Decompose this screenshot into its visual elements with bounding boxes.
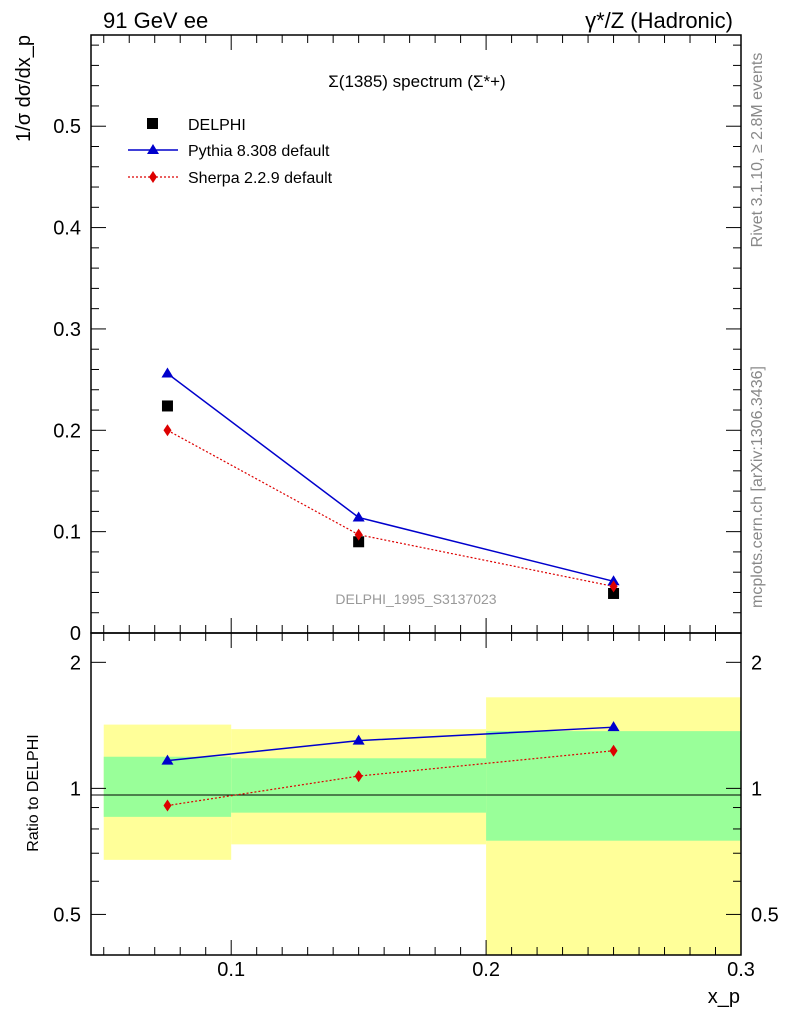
sherpa-ratio-point xyxy=(354,770,363,783)
header-left: 91 GeV ee xyxy=(103,8,208,33)
bottom-panel xyxy=(90,632,742,956)
pythia-ratio-point xyxy=(161,754,174,765)
bottom-ytick-label-right: 0.5 xyxy=(751,904,779,926)
top-ytick-label: 0.2 xyxy=(53,420,81,442)
sherpa-line xyxy=(167,429,614,587)
axes-ticks: 0.1 0.2 0.3 0.4 0.5 0 0.1 0.2 0.3 0.5 0.5 1 1 2 2 xyxy=(53,35,779,981)
delphi-point xyxy=(353,536,365,548)
top-ylabel: 1/σ dσ/dx_p xyxy=(13,35,35,142)
pythia-ratio-point xyxy=(607,721,620,732)
legend-label-delphi: DELPHI xyxy=(188,117,246,134)
sherpa-ratio-point xyxy=(163,799,172,812)
delphi-point xyxy=(608,587,620,599)
top-ytick-label: 0.3 xyxy=(53,319,81,341)
xlabel: x_p xyxy=(708,986,740,1008)
xtick-label: 0.3 xyxy=(727,959,755,981)
inner-band xyxy=(231,758,487,813)
uncertainty-bands xyxy=(103,697,741,955)
header-right: γ*/Z (Hadronic) xyxy=(585,8,733,33)
sherpa-point xyxy=(354,528,363,541)
top-marks xyxy=(161,367,620,599)
legend-marker-sherpa xyxy=(149,171,157,183)
sherpa-point xyxy=(163,424,172,437)
top-ytick-label: 0.4 xyxy=(53,218,81,240)
xtick-label: 0.2 xyxy=(472,959,500,981)
bottom-ytick-label-right: 1 xyxy=(751,778,762,800)
pythia-point xyxy=(352,511,365,522)
pythia-ratio-point xyxy=(352,734,365,745)
pythia-point xyxy=(607,575,620,586)
pythia-point xyxy=(161,367,174,378)
mcplots-label: mcplots.cern.ch [arXiv:1306.3436] xyxy=(749,366,766,608)
xtick-label: 0.1 xyxy=(217,959,245,981)
watermark: DELPHI_1995_S3137023 xyxy=(335,591,496,607)
bottom-ylabel: Ratio to DELPHI xyxy=(25,734,42,851)
bottom-ytick-label: 1 xyxy=(70,778,81,800)
rivet-label: Rivet 3.1.10, ≥ 2.8M events xyxy=(749,53,766,248)
delphi-point xyxy=(161,400,173,412)
legend-marker-delphi xyxy=(147,118,158,129)
chart-title: Σ(1385) spectrum (Σ*+) xyxy=(328,72,505,91)
bottom-ytick-label: 2 xyxy=(70,652,81,674)
top-ytick-label: 0.5 xyxy=(53,116,81,138)
legend-marker-pythia xyxy=(147,144,159,154)
sherpa-ratio-point xyxy=(609,744,618,757)
bottom-frame xyxy=(90,632,742,956)
top-ytick-label: 0.1 xyxy=(53,522,81,544)
sherpa-point xyxy=(609,580,618,593)
bottom-ytick-label: 0.5 xyxy=(53,904,81,926)
legend-label-sherpa: Sherpa 2.2.9 default xyxy=(188,170,333,187)
pythia-line xyxy=(167,372,614,583)
ratio-marks xyxy=(161,721,620,812)
bottom-ytick-label-right: 2 xyxy=(751,652,762,674)
top-ytick-label: 0 xyxy=(70,623,81,645)
legend: DELPHI Pythia 8.308 default Sherpa 2.2.9… xyxy=(128,117,333,187)
legend-label-pythia: Pythia 8.308 default xyxy=(188,143,330,160)
